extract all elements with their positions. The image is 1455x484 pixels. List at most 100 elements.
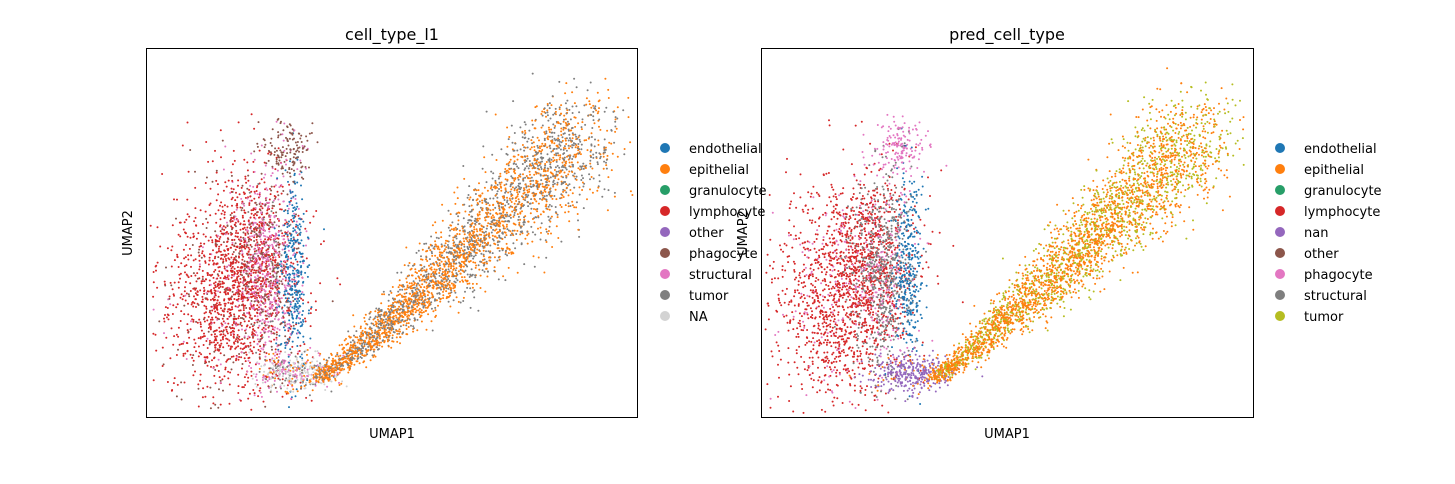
scatter-point [236,245,239,248]
scatter-point [216,234,219,237]
scatter-point [177,233,180,236]
scatter-point [267,238,269,241]
scatter-point [290,237,293,240]
scatter-point [580,168,583,170]
scatter-point [252,332,255,335]
scatter-point [286,365,289,368]
scatter-point [299,378,302,381]
scatter-point [260,365,263,368]
scatter-point [469,306,472,309]
scatter-point [214,310,217,313]
scatter-point [268,358,271,361]
scatter-point [315,210,318,212]
scatter-point [214,346,217,349]
scatter-point [578,186,581,189]
scatter-point [309,325,312,328]
scatter-point [410,324,412,327]
scatter-point [234,215,237,218]
scatter-point [572,144,575,147]
scatter-point [507,191,510,194]
scatter-point [273,151,276,153]
scatter-point [246,380,249,383]
scatter-point [578,138,581,141]
scatter-point [211,305,214,308]
scatter-point [213,335,216,338]
scatter-point [255,277,258,280]
scatter-point [291,306,294,309]
scatter-point [252,271,255,274]
scatter-point [252,208,255,211]
scatter-point [198,248,201,251]
scatter-point [286,258,289,261]
scatter-point [373,348,376,351]
scatter-point [164,314,166,316]
scatter-point [203,290,206,293]
scatter-point [187,254,190,257]
scatter-point [258,389,261,392]
scatter-point [407,264,410,267]
scatter-point [218,250,220,252]
scatter-point [252,373,255,375]
scatter-point [298,300,301,302]
scatter-point [305,244,307,247]
scatter-point [201,295,204,298]
scatter-point [278,282,281,285]
scatter-point [213,321,216,324]
scatter-point [226,205,229,208]
scatter-point [292,324,295,327]
scatter-point [293,272,296,275]
scatter-point [220,342,223,345]
scatter-point [374,315,377,318]
scatter-point [263,269,266,272]
scatter-point [269,371,272,374]
scatter-point [264,164,267,167]
scatter-point [583,104,586,107]
scatter-point [236,334,239,336]
scatter-point [546,103,549,105]
scatter-point [293,172,296,175]
scatter-point [290,287,293,290]
scatter-point [189,353,192,356]
scatter-point [195,350,197,353]
scatter-point [216,364,219,367]
scatter-point [303,343,306,346]
scatter-point [263,234,265,237]
scatter-point [232,322,235,324]
scatter-point [191,244,194,246]
scatter-point [267,335,270,338]
scatter-point [292,249,295,252]
scatter-point [235,359,237,362]
scatter-point [222,241,225,244]
scatter-point [285,272,287,275]
scatter-point [277,303,280,306]
scatter-point [272,275,275,278]
scatter-point [565,82,568,85]
scatter-point [243,220,246,223]
scatter-point [286,244,289,246]
scatter-point [259,387,262,390]
scatter-point [291,330,294,333]
scatter-point [214,403,217,406]
scatter-point [279,366,282,369]
scatter-point [586,198,588,201]
scatter-point [208,352,211,355]
scatter-point [199,373,202,376]
scatter-point [263,229,266,232]
scatter-point [278,305,281,308]
scatter-point [229,371,232,374]
scatter-point [306,370,309,373]
scatter-point [237,345,240,348]
scatter-point [293,212,296,215]
scatter-point [234,248,237,251]
scatter-point [192,305,195,308]
scatter-point [289,305,292,308]
scatter-point [553,153,556,156]
scatter-point [277,162,280,165]
scatter-point [226,240,229,243]
scatter-point [566,120,569,123]
scatter-point [194,170,196,173]
scatter-point [286,152,289,155]
scatter-point [398,279,401,282]
scatter-point [287,230,289,233]
scatter-point [152,271,155,273]
